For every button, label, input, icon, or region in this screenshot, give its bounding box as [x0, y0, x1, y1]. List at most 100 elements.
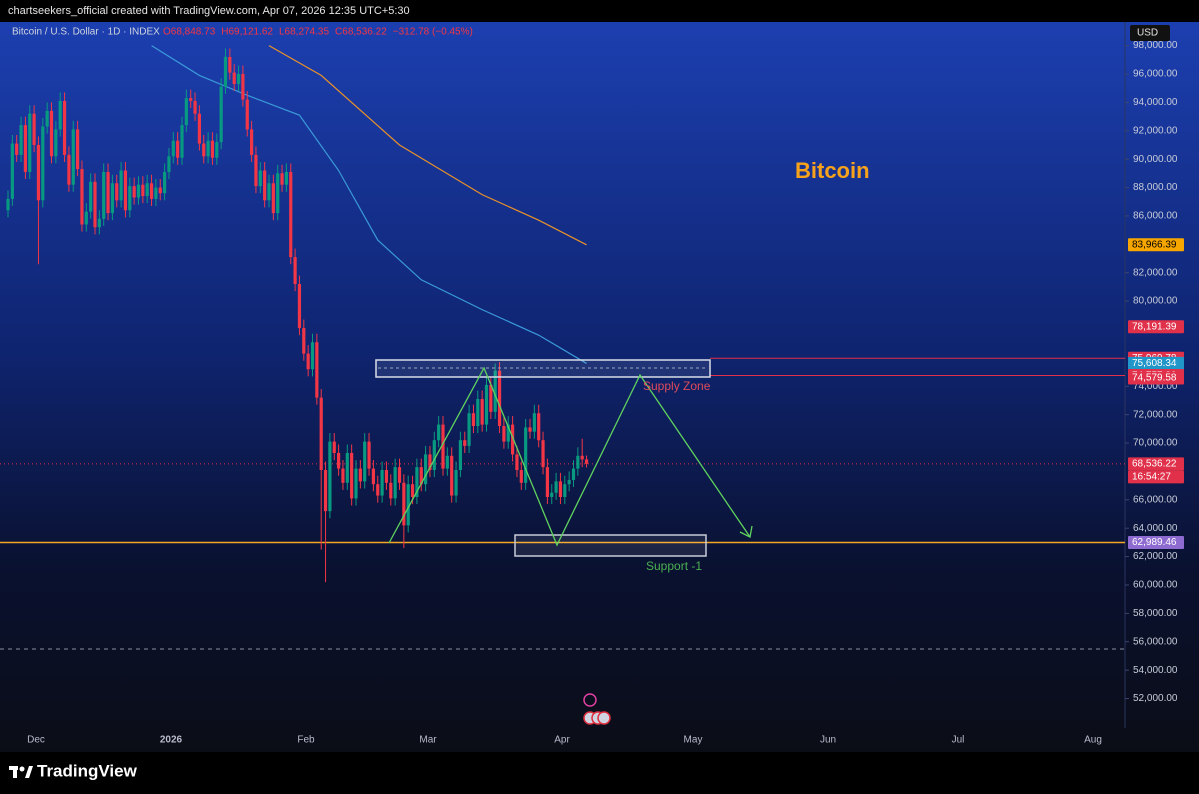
candle-body: [10, 143, 14, 199]
y-tick-label: 60,000.00: [1133, 580, 1178, 591]
candle-body: [232, 72, 236, 84]
y-tick-label: 98,000.00: [1133, 40, 1178, 51]
price-label: 75,608.34: [1132, 358, 1177, 369]
candle-body: [315, 342, 319, 398]
y-tick-label: 90,000.00: [1133, 154, 1178, 165]
y-tick-label: 62,000.00: [1133, 551, 1178, 562]
candle-body: [537, 413, 541, 441]
candle-body: [471, 413, 476, 427]
x-tick-label: Jul: [952, 735, 965, 746]
y-tick-label: 82,000.00: [1133, 267, 1178, 278]
candle-body: [167, 156, 171, 172]
candle-body: [567, 479, 571, 485]
y-tick-label: 86,000.00: [1133, 211, 1178, 222]
candle-body: [84, 211, 88, 225]
candle-body: [184, 98, 188, 126]
candle-body: [306, 353, 310, 370]
candle-body: [484, 384, 489, 425]
candle-body: [480, 399, 484, 425]
candle-body: [506, 424, 510, 442]
y-tick-label: 54,000.00: [1133, 665, 1178, 676]
candle-body: [67, 154, 71, 185]
candle-body: [36, 144, 41, 201]
price-label: 68,536.22: [1132, 458, 1177, 469]
candle-body: [49, 110, 54, 157]
candle-body: [15, 143, 19, 155]
candle-body: [228, 56, 232, 73]
candle-body: [545, 467, 549, 497]
price-label-box: [1128, 457, 1184, 471]
candle-body: [363, 441, 367, 482]
candle-body: [115, 183, 119, 201]
price-label: 83,966.39: [1132, 239, 1177, 250]
x-tick-label: Aug: [1084, 735, 1102, 746]
candle-body: [558, 481, 563, 497]
candle-body: [432, 440, 436, 471]
candle-body: [393, 467, 397, 499]
ohlc-value: H69,121.62: [221, 27, 273, 38]
candle-body: [241, 73, 245, 100]
candle-body: [219, 86, 223, 143]
candle-body: [123, 170, 128, 211]
support-label: Support -1: [646, 559, 702, 573]
y-tick-label: 64,000.00: [1133, 523, 1178, 534]
candle-body: [524, 427, 528, 483]
candle-body: [419, 467, 423, 485]
annotation-title: Bitcoin: [795, 158, 870, 183]
candle-body: [176, 140, 180, 158]
candle-body: [450, 455, 454, 496]
candle-body: [415, 467, 419, 497]
candle-body: [189, 98, 193, 101]
candle-body: [424, 454, 428, 485]
ohlc-value: O68,848.73: [163, 27, 216, 38]
countdown: 16:54:27: [1132, 471, 1171, 482]
candle-body: [563, 484, 567, 497]
candle-body: [171, 140, 175, 157]
candle-body: [497, 370, 502, 427]
supply-label: Supply Zone: [643, 379, 711, 393]
candle-body: [406, 484, 410, 526]
candle-body: [80, 169, 84, 225]
candle-body: [197, 113, 201, 144]
candle-body: [276, 173, 280, 214]
moving-average: [268, 45, 587, 246]
candle-body: [254, 154, 258, 187]
candle-body: [515, 454, 519, 471]
candle-body: [493, 370, 497, 412]
candle-body: [454, 470, 458, 496]
candle-body: [32, 113, 36, 145]
event-icon: [597, 711, 611, 725]
candle-body: [54, 129, 58, 157]
candle-body: [302, 328, 306, 354]
candle-body: [158, 187, 162, 194]
candle-body: [76, 129, 80, 170]
candle-body: [193, 100, 197, 114]
header: chartseekers_official created with Tradi…: [8, 5, 410, 17]
candle-body: [463, 440, 467, 446]
candle-body: [271, 183, 275, 214]
candle-body: [584, 459, 589, 464]
candle-body: [41, 126, 45, 201]
ohlc-value: L68,274.35: [279, 27, 329, 38]
price-label-box: [1128, 536, 1184, 550]
candle-body: [154, 187, 158, 199]
x-tick-label: Apr: [554, 735, 570, 746]
candle-body: [145, 183, 149, 197]
candle-body: [550, 492, 554, 497]
candle-body: [245, 99, 249, 130]
candle-body: [332, 441, 336, 453]
y-tick-label: 56,000.00: [1133, 636, 1178, 647]
drawings: [0, 359, 1125, 650]
y-tick-label: 80,000.00: [1133, 296, 1178, 307]
candle-body: [97, 218, 101, 228]
candle-body: [102, 171, 106, 219]
candle-body: [236, 73, 241, 84]
candle-body: [367, 441, 371, 469]
candle-body: [371, 468, 375, 485]
candle-body: [489, 384, 493, 412]
candle-body: [354, 468, 358, 499]
candle-body: [223, 56, 228, 87]
candle-body: [210, 140, 215, 158]
price-label-box: [1128, 238, 1184, 252]
candle-body: [502, 426, 506, 442]
